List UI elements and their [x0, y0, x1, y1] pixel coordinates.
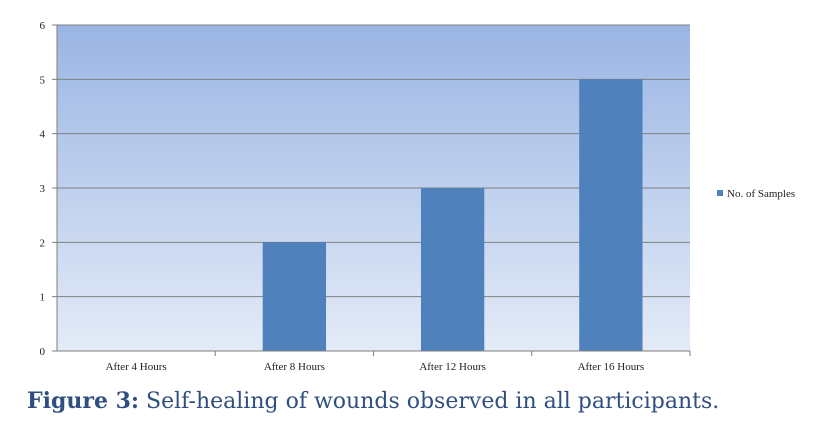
gridlines [57, 24, 690, 298]
caption-text: Self-healing of wounds observed in all p… [146, 389, 720, 414]
y-tick-label: 5 [40, 74, 46, 86]
y-tick-labels: 0 1 2 3 4 5 6 [40, 20, 46, 358]
legend-label: No. of Samples [727, 188, 795, 200]
axes [52, 24, 691, 356]
y-tick-label: 2 [40, 237, 46, 249]
x-tick-label: After 12 Hours [419, 361, 486, 373]
y-tick-label: 3 [40, 183, 46, 195]
bar [262, 242, 327, 351]
caption-label: Figure 3: [27, 388, 140, 414]
legend: No. of Samples [717, 188, 795, 200]
y-tick-label: 4 [40, 129, 46, 141]
legend-swatch [717, 190, 723, 196]
x-tick-label: After 8 Hours [264, 361, 325, 373]
y-tick-label: 0 [40, 346, 46, 358]
bars [262, 79, 643, 351]
figure-caption: Figure 3: Self-healing of wounds observe… [27, 388, 719, 414]
x-tick-label: After 16 Hours [578, 361, 645, 373]
y-tick-label: 6 [40, 20, 46, 32]
x-tick-labels: After 4 Hours After 8 Hours After 12 Hours… [106, 361, 645, 373]
bar [579, 79, 643, 351]
y-tick-label: 1 [40, 292, 46, 304]
bar [420, 188, 485, 351]
x-tick-label: After 4 Hours [106, 361, 167, 373]
